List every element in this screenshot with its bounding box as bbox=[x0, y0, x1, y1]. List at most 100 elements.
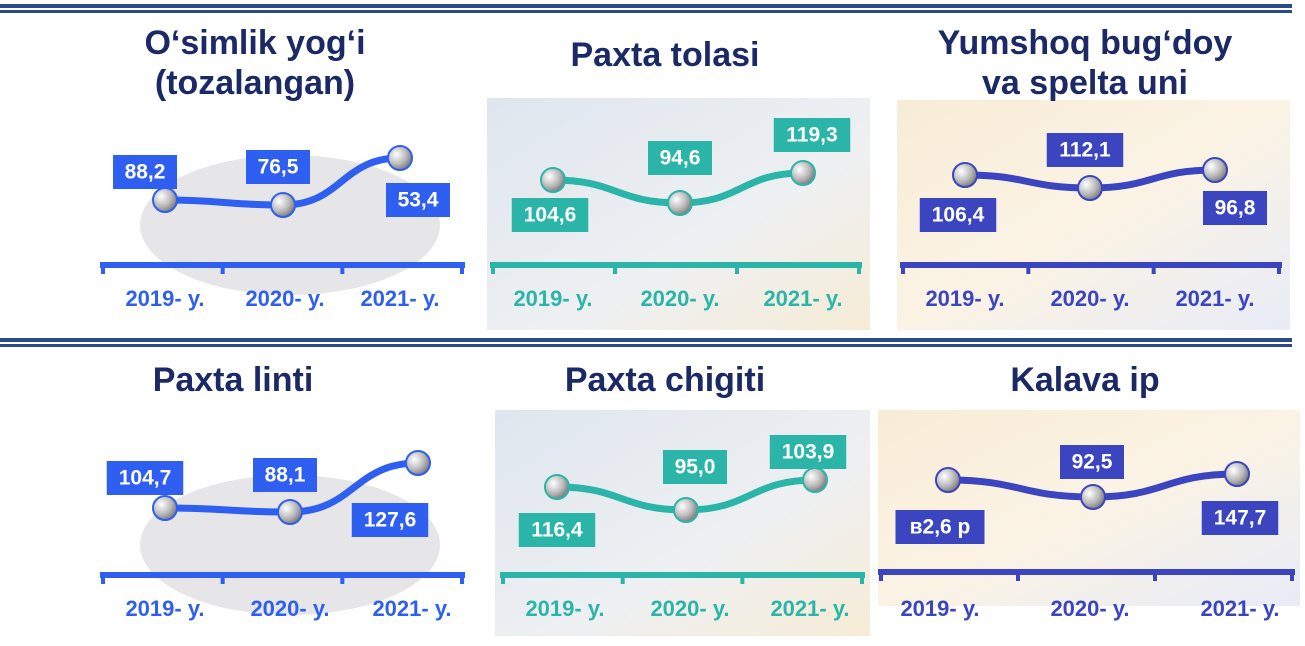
year-label: 2021- y. bbox=[770, 596, 849, 621]
axis-tick bbox=[1277, 262, 1281, 274]
year-label: 2020- y. bbox=[1050, 286, 1129, 311]
axis-tick bbox=[879, 569, 883, 581]
point bbox=[952, 162, 978, 188]
value-box bbox=[106, 461, 184, 495]
point bbox=[405, 450, 431, 476]
point bbox=[277, 499, 303, 525]
value-label: 96,8 bbox=[1215, 197, 1256, 220]
year-label: 2021- y. bbox=[372, 596, 451, 621]
axis-tick bbox=[491, 262, 495, 274]
value-label: 53,4 bbox=[398, 189, 439, 212]
panel: Paxta chigiti 116,4 95,0 103,9 2019- y. 2020-… bbox=[500, 361, 865, 621]
value-box bbox=[1203, 191, 1267, 225]
axis-tick bbox=[613, 262, 617, 274]
point bbox=[1077, 175, 1103, 201]
year-label: 2019- y. bbox=[900, 596, 979, 621]
point bbox=[1080, 484, 1106, 510]
panel-title: (tozalangan) bbox=[155, 64, 355, 102]
value-label: 119,3 bbox=[786, 124, 837, 147]
value-box bbox=[511, 198, 589, 232]
year-label: 2020- y. bbox=[640, 286, 719, 311]
value-box bbox=[1046, 133, 1124, 167]
point bbox=[152, 187, 178, 213]
panel: Paxta linti 104,7 88,1 127,6 2019- y. 2020- y… bbox=[100, 361, 465, 621]
year-label: 2020- y. bbox=[1050, 596, 1129, 621]
value-label: 116,4 bbox=[531, 519, 583, 542]
axis-tick bbox=[1026, 262, 1031, 274]
panel-title: Paxta tolasi bbox=[571, 36, 760, 74]
value-label: 76,5 bbox=[258, 156, 299, 179]
axis-bar bbox=[490, 262, 862, 268]
axis-tick bbox=[220, 572, 225, 584]
axis-tick bbox=[460, 572, 464, 584]
axis-tick bbox=[735, 262, 739, 274]
separators bbox=[0, 4, 1292, 347]
year-label: 2019- y. bbox=[925, 286, 1004, 311]
value-label: 104,6 bbox=[524, 204, 577, 227]
axis-tick bbox=[460, 262, 464, 274]
value-label: 95,0 bbox=[675, 456, 716, 479]
year-label: 2021- y. bbox=[763, 286, 842, 311]
value-label: 94,6 bbox=[660, 147, 701, 170]
point bbox=[1224, 461, 1250, 487]
axis-tick bbox=[101, 572, 105, 584]
point bbox=[673, 497, 699, 523]
value-label: 88,1 bbox=[265, 464, 306, 487]
axis-tick bbox=[220, 262, 225, 274]
value-box bbox=[648, 141, 712, 175]
value-label: 147,7 bbox=[1214, 507, 1267, 530]
point bbox=[935, 467, 961, 493]
value-box bbox=[253, 458, 317, 492]
axis-tick bbox=[501, 572, 505, 584]
panel-title: Paxta linti bbox=[153, 361, 314, 399]
point bbox=[544, 474, 570, 500]
value-box bbox=[895, 510, 985, 544]
point bbox=[790, 160, 816, 186]
point bbox=[802, 467, 828, 493]
axis-tick bbox=[620, 572, 625, 584]
axis-bar bbox=[500, 572, 865, 578]
axis-tick bbox=[101, 262, 105, 274]
point bbox=[152, 495, 178, 521]
point bbox=[667, 190, 693, 216]
axis-bar bbox=[100, 572, 465, 578]
value-label: 88,2 bbox=[125, 161, 166, 184]
year-label: 2019- y. bbox=[525, 596, 604, 621]
value-label: 92,5 bbox=[1072, 451, 1113, 474]
value-label: в2,6 р bbox=[910, 516, 971, 539]
panel: O‘simlik yog‘i(tozalangan) 88,2 76,5 53,4 20… bbox=[100, 24, 465, 311]
axis-tick bbox=[1290, 569, 1294, 581]
axis-bar bbox=[100, 262, 465, 268]
year-label: 2020- y. bbox=[245, 286, 324, 311]
axis-tick bbox=[340, 262, 345, 274]
point bbox=[540, 167, 566, 193]
axis-tick bbox=[740, 572, 745, 584]
year-label: 2021- y. bbox=[1175, 286, 1254, 311]
axis-tick bbox=[340, 572, 345, 584]
value-box bbox=[113, 155, 177, 189]
value-box bbox=[351, 503, 429, 537]
value-box bbox=[518, 513, 596, 547]
panel-title: Yumshoq bug‘doy bbox=[938, 24, 1233, 62]
year-label: 2020- y. bbox=[250, 596, 329, 621]
value-box bbox=[246, 150, 310, 184]
year-label: 2019- y. bbox=[125, 596, 204, 621]
value-box bbox=[1201, 501, 1279, 535]
year-label: 2021- y. bbox=[1200, 596, 1279, 621]
value-box bbox=[919, 198, 997, 232]
panel-title: O‘simlik yog‘i bbox=[144, 24, 365, 62]
value-box bbox=[773, 118, 851, 152]
panel: Paxta tolasi 104,6 94,6 119,3 2019- y. 2020- … bbox=[490, 36, 862, 311]
panel-title: Paxta chigiti bbox=[565, 361, 765, 399]
axis-tick bbox=[1153, 569, 1157, 581]
value-box bbox=[1060, 445, 1124, 479]
year-label: 2019- y. bbox=[125, 286, 204, 311]
axis-tick bbox=[860, 572, 864, 584]
year-label: 2021- y. bbox=[360, 286, 439, 311]
value-box bbox=[769, 435, 847, 469]
point bbox=[387, 145, 413, 171]
panel-title: Kalava ip bbox=[1010, 361, 1159, 399]
value-label: 106,4 bbox=[932, 204, 985, 227]
